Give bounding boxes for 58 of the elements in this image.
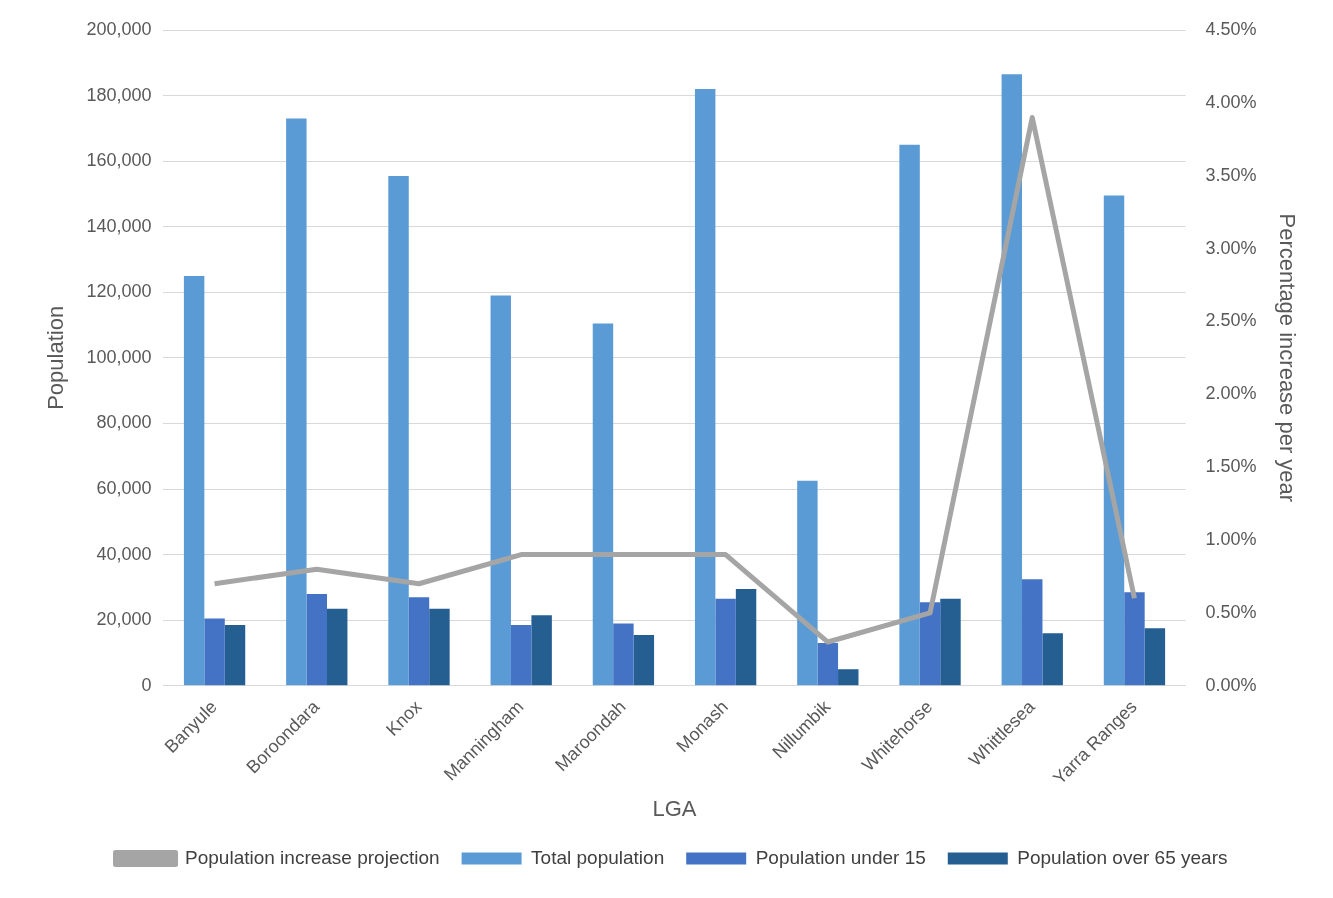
bar <box>1042 633 1063 686</box>
y2-tick-label: 4.00% <box>1205 91 1257 112</box>
y2-tick-label: 0.00% <box>1205 674 1257 695</box>
y-tick-label: 80,000 <box>96 412 152 433</box>
y2-tick-label: 1.00% <box>1205 528 1257 549</box>
y-tick-label: 40,000 <box>96 543 152 564</box>
bar <box>388 175 409 686</box>
bar <box>1001 74 1023 686</box>
bar <box>286 118 307 686</box>
y2-tick-label: 1.50% <box>1205 456 1257 477</box>
bar <box>715 598 736 686</box>
bar <box>735 589 757 686</box>
y2-tick-label: 2.50% <box>1205 310 1257 331</box>
bar <box>531 615 552 686</box>
legend-label: Population under 15 <box>755 846 926 868</box>
y2-tick-label: 3.50% <box>1205 164 1257 185</box>
y-axis-title: Population <box>43 305 69 410</box>
y2-tick-label: 2.00% <box>1205 383 1257 404</box>
bar <box>327 608 348 686</box>
bar <box>510 625 532 686</box>
bar <box>919 602 941 686</box>
bar <box>429 608 450 686</box>
legend-label: Population increase projection <box>185 846 440 868</box>
bar <box>1103 195 1125 686</box>
y-tick-label: 20,000 <box>96 609 152 630</box>
bar <box>204 618 225 686</box>
legend-label: Total population <box>531 846 665 868</box>
y-tick-label: 120,000 <box>86 281 152 302</box>
bar <box>490 295 511 686</box>
bar <box>408 597 430 686</box>
bar <box>838 669 859 686</box>
x-axis-title: LGA <box>652 795 697 821</box>
y-tick-label: 200,000 <box>86 18 152 39</box>
bar <box>224 625 246 686</box>
bar <box>817 643 839 686</box>
y-tick-label: 140,000 <box>86 215 152 236</box>
bar <box>1144 628 1166 686</box>
bar <box>613 623 634 686</box>
bar <box>797 480 818 686</box>
bar <box>633 634 655 686</box>
y2-axis-title: Percentage increase per year <box>1274 213 1300 503</box>
bar <box>306 593 327 686</box>
y2-tick-label: 3.00% <box>1205 237 1257 258</box>
y-tick-label: 180,000 <box>86 84 152 105</box>
y2-tick-label: 0.50% <box>1205 601 1257 622</box>
y2-tick-label: 4.50% <box>1205 18 1257 39</box>
bar <box>899 144 920 686</box>
bar <box>1124 592 1145 686</box>
y-tick-label: 160,000 <box>86 150 152 171</box>
y-tick-label: 100,000 <box>86 346 152 367</box>
bar <box>940 598 961 686</box>
bar <box>183 275 205 686</box>
y-tick-label: 60,000 <box>96 477 152 498</box>
bar <box>694 89 716 686</box>
legend-label: Population over 65 years <box>1017 846 1228 868</box>
bar <box>592 323 614 686</box>
y-tick-label: 0 <box>141 674 152 695</box>
bar <box>1022 579 1043 686</box>
